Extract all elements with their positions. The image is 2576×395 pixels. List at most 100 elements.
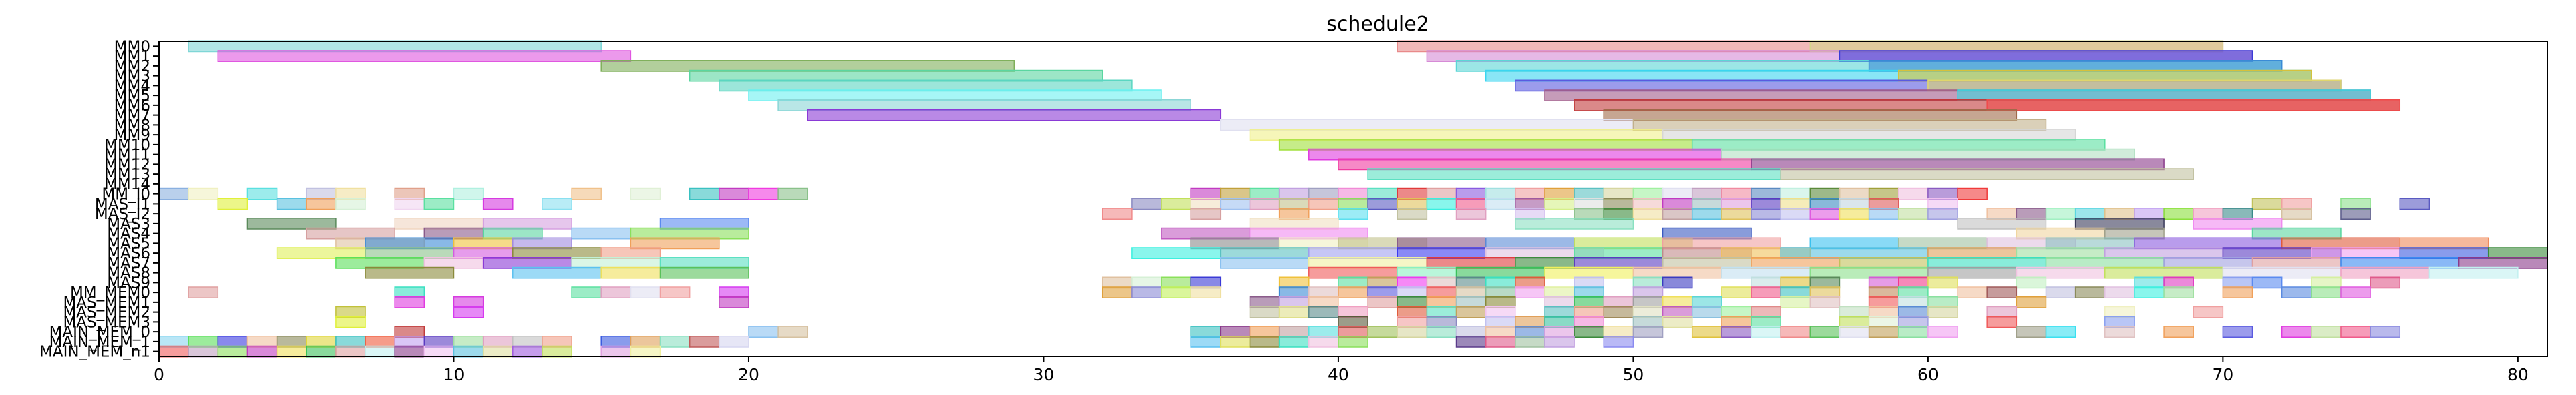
x-tick-label: 0: [154, 365, 164, 384]
task-bar-mas3-7: [2074, 218, 2165, 230]
task-bar-mm7-0: [807, 109, 1222, 121]
task-bar-mm13-1: [1780, 168, 2194, 180]
task-bar-mas7-0: [335, 257, 425, 269]
task-bar-mm_i0-34: [1809, 187, 1841, 200]
task-bar-mm2-0: [600, 60, 1015, 72]
task-bar-mas4-1: [423, 227, 484, 240]
y-tick-label: MAIN_MEM_0: [49, 324, 150, 341]
task-bar-mas7-18: [2458, 257, 2548, 269]
task-bar-mm_i0-7: [571, 187, 602, 200]
task-bar-mm9-1: [1662, 129, 2076, 141]
task-bar-mas7-12: [1839, 257, 1929, 269]
task-bar-mm_mem0-12: [1308, 286, 1339, 298]
task-bar-mm_mem0-1: [394, 286, 425, 298]
task-bar-mas_i2-26: [2163, 208, 2194, 220]
task-bar-mas_mem2-16: [1721, 306, 1752, 318]
x-tick-label: 40: [1328, 365, 1349, 384]
task-bar-mm_mem0-22: [1632, 286, 1664, 298]
task-bar-main_mem_n1-13: [542, 345, 572, 358]
task-bar-mm_i0-22: [1455, 187, 1487, 200]
task-bar-mas_mem3-5: [1515, 316, 1545, 328]
task-bar-main_mem_1-13: [542, 336, 572, 348]
task-bar-mas_mem2-23: [2104, 306, 2135, 318]
task-bar-mas8-1: [512, 266, 602, 279]
task-bar-mm3-0: [689, 69, 1103, 82]
task-bar-mas_i1-37: [2340, 198, 2371, 210]
task-bar-mm_mem0-14: [1367, 286, 1398, 298]
task-bar-mas_i1-5: [423, 198, 455, 210]
task-bar-mas_mem1-19: [1868, 296, 1899, 308]
task-bar-mas_mem3-2: [1397, 316, 1428, 328]
task-bar-mas_i1-27: [1691, 198, 1722, 210]
task-bar-main_mem_1-11: [482, 336, 514, 348]
task-bar-main_mem_1-8: [394, 336, 425, 348]
y-tick-label: MM8: [114, 117, 150, 134]
task-bar-mm_mem0-25: [1780, 286, 1811, 298]
task-bar-mas5-4: [630, 237, 720, 250]
task-bar-mas_i1-3: [335, 198, 366, 210]
task-bar-mm2-2: [1868, 60, 2283, 72]
y-tick-label: MAS3: [107, 216, 150, 233]
y-tick-label: MM6: [114, 97, 150, 115]
task-bar-mas_mem1-3: [1249, 296, 1280, 308]
task-bar-mas9-5: [1338, 276, 1368, 289]
task-bar-mm0-0: [188, 40, 602, 53]
task-bar-main_mem_0-12: [1455, 326, 1487, 338]
task-bar-mas_i2-25: [2134, 208, 2165, 220]
task-bar-mas_i1-34: [1927, 198, 1958, 210]
y-tick-label: MAS_I1: [95, 195, 150, 213]
task-bar-mas9-10: [1485, 276, 1516, 289]
task-bar-mas_mem1-16: [1691, 296, 1722, 308]
task-bar-mm10-0: [1278, 139, 1693, 151]
task-bar-main_mem_0-36: [2370, 326, 2401, 338]
task-bar-main_mem_0-7: [1308, 326, 1339, 338]
task-bar-mas_mem3-1: [1338, 316, 1368, 328]
y-tick-label: MM7: [114, 107, 150, 125]
y-tick-label: MM2: [114, 58, 150, 75]
task-bar-mas_mem1-4: [1278, 296, 1310, 308]
task-bar-mas_mem1-5: [1308, 296, 1339, 308]
task-bar-mas9-19: [1897, 276, 1929, 289]
x-tick-label: 30: [1033, 365, 1055, 384]
task-bar-mm_mem0-35: [2163, 286, 2194, 298]
task-bar-main_mem_0-30: [2104, 326, 2135, 338]
task-bar-main_mem_n1-5: [305, 345, 337, 358]
task-bar-mas4-4: [630, 227, 749, 240]
task-bar-mm1-2: [1839, 50, 2253, 62]
y-tick-label: MM_MEM0: [70, 284, 150, 302]
task-bar-mas4-7: [1662, 227, 1752, 240]
task-bar-main_mem_0-23: [1809, 326, 1841, 338]
x-axis: 0 10 20 30 40 50 60 70 80: [154, 356, 2529, 384]
task-bar-mas6-0: [276, 247, 366, 259]
task-bar-mm_i0-29: [1662, 187, 1693, 200]
task-bar-mas3-1: [394, 218, 484, 230]
task-bar-mas_i2-11: [1691, 208, 1722, 220]
task-bar-mas_mem2-24: [2193, 306, 2224, 318]
task-bar-mas4-9: [2104, 227, 2165, 240]
task-bar-mm_i0-26: [1574, 187, 1605, 200]
task-bar-mas5-3: [512, 237, 572, 250]
task-bar-mm_i0-36: [1868, 187, 1899, 200]
task-bar-mas6-15: [2016, 247, 2106, 259]
task-bar-main_mem_1-19: [1190, 336, 1222, 348]
task-bar-mm_i0-25: [1544, 187, 1575, 200]
task-bar-mas6-19: [2399, 247, 2489, 259]
task-bar-mm6-0: [777, 99, 1191, 111]
task-bar-mas6-5: [1131, 247, 1222, 259]
task-bar-mas_mem2-4: [1308, 306, 1339, 318]
task-bar-mas8-13: [2104, 266, 2224, 279]
task-bar-mm_mem0-8: [1131, 286, 1162, 298]
task-bar-mas_i1-11: [1220, 198, 1251, 210]
task-bar-mm_mem0-17: [1455, 286, 1487, 298]
task-bar-main_mem_0-31: [2163, 326, 2194, 338]
task-bar-mas_mem1-14: [1632, 296, 1664, 308]
task-bar-main_mem_0-15: [1544, 326, 1575, 338]
y-tick-label: MAS_MEM1: [63, 294, 150, 312]
task-bar-mas3-6: [1957, 218, 2047, 230]
y-tick-label: MAS_MEM2: [63, 304, 150, 322]
task-bar-mas8-4: [1308, 266, 1398, 279]
task-bar-mas3-8: [2193, 218, 2283, 230]
task-bar-main_mem_n1-9: [423, 345, 455, 358]
task-bar-mas9-25: [2251, 276, 2283, 289]
task-bar-mas9-20: [1927, 276, 1958, 289]
